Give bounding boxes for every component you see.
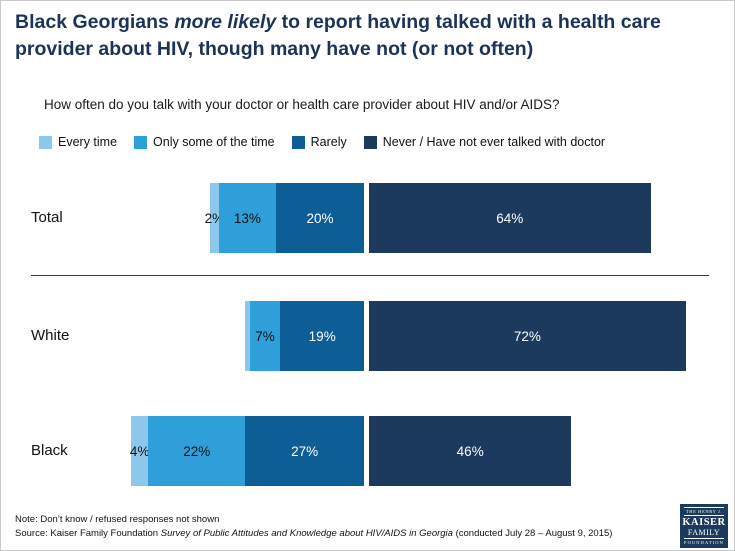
page-title: Black Georgians more likely to report ha…	[15, 9, 723, 63]
legend-label-every-time: Every time	[58, 135, 118, 149]
bar-segment-total-4: 64%	[369, 183, 651, 253]
row-label-black: Black	[31, 442, 68, 459]
bar-segment-white-4: 72%	[369, 301, 686, 371]
divider-line	[31, 275, 709, 276]
logo-line-foundation: FOUNDATION	[684, 538, 724, 545]
bar-segment-black-2: 22%	[148, 416, 246, 486]
bar-segment-black-3: 27%	[245, 416, 364, 486]
legend-swatch-every-time	[39, 135, 52, 149]
logo-line-family: FAMILY	[687, 528, 721, 537]
legend-label-rarely: Rarely	[310, 135, 347, 149]
legend-item-rarely: Rarely	[291, 135, 347, 149]
bar-value-label: 27%	[291, 443, 319, 459]
bar-segment-total-1: 2%	[205, 183, 224, 253]
legend-swatch-never	[363, 135, 377, 149]
legend: Every time Only some of the time Rarely …	[39, 135, 605, 149]
title-suffix: to report having talked with a health ca…	[15, 11, 661, 60]
logo-line-kaiser: KAISER	[682, 517, 726, 528]
bar-segment-black-4: 46%	[369, 416, 572, 486]
kff-logo: THE HENRY J. KAISER FAMILY FOUNDATION	[680, 504, 728, 548]
bar-segment-total-2: 13%	[218, 183, 276, 253]
title-prefix: Black Georgians	[15, 11, 175, 33]
bar-value-label: 7%	[255, 328, 275, 344]
bar-segment-white-2: 7%	[249, 301, 281, 371]
bar-value-label: 72%	[513, 328, 541, 344]
legend-label-only-some: Only some of the time	[153, 135, 275, 149]
bar-value-label: 22%	[183, 443, 211, 459]
row-label-total: Total	[31, 209, 63, 226]
title-italic: more likely	[174, 11, 277, 33]
logo-line-henry: THE HENRY J.	[683, 507, 725, 516]
legend-swatch-rarely	[291, 135, 305, 149]
chart-question: How often do you talk with your doctor o…	[44, 97, 560, 112]
source-prefix: Source: Kaiser Family Foundation	[15, 528, 161, 539]
bar-value-label: 46%	[456, 443, 484, 459]
bar-segment-black-1: 4%	[129, 416, 150, 486]
note-text: Note: Don’t know / refused responses not…	[15, 514, 220, 525]
legend-swatch-only-some	[134, 135, 148, 149]
bar-value-label: 4%	[129, 443, 150, 459]
row-label-white: White	[31, 327, 70, 344]
source-italic: Survey of Public Attitudes and Knowledge…	[160, 528, 453, 539]
source-text: Source: Kaiser Family Foundation Survey …	[15, 528, 612, 539]
legend-item-never: Never / Have not ever talked with doctor	[363, 135, 606, 149]
bar-value-label: 64%	[496, 210, 524, 226]
bar-segment-white-1	[245, 301, 250, 371]
bar-value-label: 13%	[233, 210, 261, 226]
bar-value-label: 20%	[306, 210, 334, 226]
legend-item-every-time: Every time	[39, 135, 117, 149]
legend-item-only-some: Only some of the time	[134, 135, 275, 149]
legend-label-never: Never / Have not ever talked with doctor	[382, 135, 606, 149]
source-suffix: (conducted July 28 – August 9, 2015)	[452, 528, 613, 539]
bar-segment-total-3: 20%	[276, 183, 364, 253]
bar-segment-white-3: 19%	[280, 301, 364, 371]
bar-value-label: 19%	[308, 328, 336, 344]
